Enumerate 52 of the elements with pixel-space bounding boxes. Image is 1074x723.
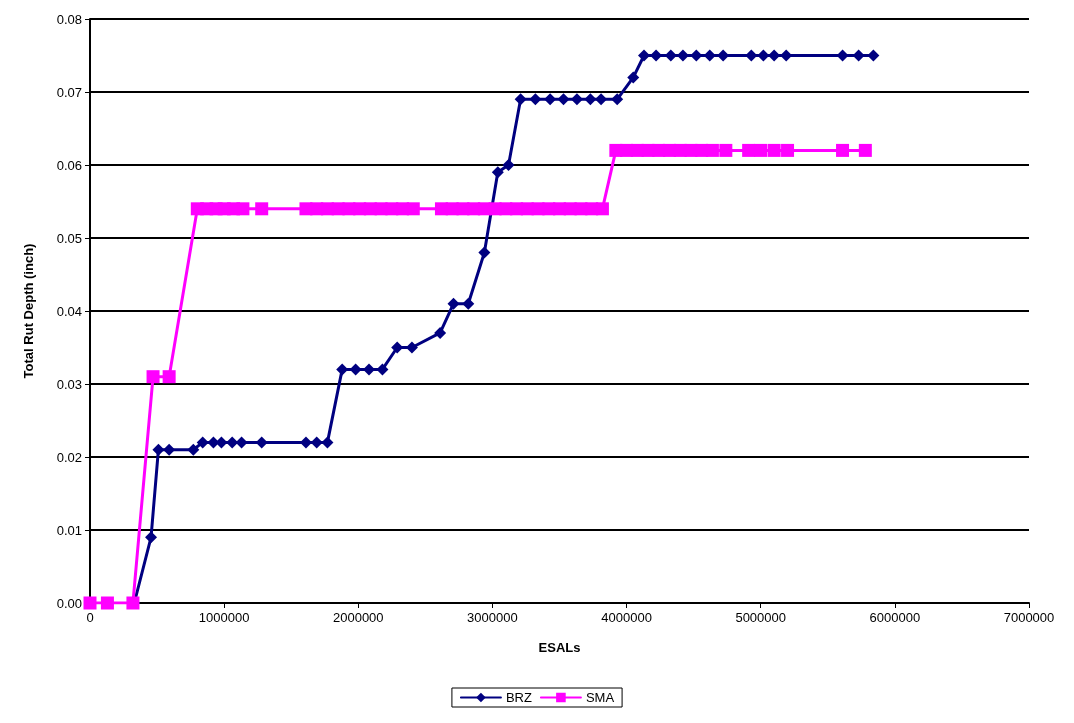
point <box>595 202 609 216</box>
x-tick-label: 1000000 <box>198 610 250 625</box>
point <box>611 93 624 106</box>
point <box>491 166 504 179</box>
point <box>434 326 447 339</box>
point <box>478 246 491 259</box>
point <box>529 93 542 106</box>
point <box>406 202 420 216</box>
point <box>255 202 269 216</box>
y-tick-label: 0.04 <box>56 303 82 319</box>
point <box>100 596 114 610</box>
point <box>502 159 515 171</box>
point <box>83 596 97 610</box>
point <box>447 297 460 310</box>
legend-label: SMA <box>585 690 615 705</box>
point <box>754 143 768 157</box>
x-axis-title: ESALs <box>538 640 581 655</box>
point <box>742 143 756 157</box>
y-tick-label: 0.02 <box>56 449 82 465</box>
x-tick-label: 6000000 <box>869 610 921 625</box>
x-tick-label: 3000000 <box>467 610 518 625</box>
point <box>767 143 781 157</box>
legend-label: BRZ <box>505 690 532 705</box>
point <box>557 93 570 106</box>
x-tick-label: 2000000 <box>332 610 384 625</box>
y-tick-label: 0.08 <box>56 11 82 27</box>
point <box>145 531 158 544</box>
x-tick-label: 0 <box>86 610 94 625</box>
y-tick-label: 0.03 <box>56 376 82 392</box>
x-tick-label: 7000000 <box>1003 610 1055 625</box>
y-tick-label: 0.06 <box>56 157 82 173</box>
point <box>627 71 640 84</box>
y-tick-label: 0.07 <box>56 84 82 100</box>
point <box>162 370 176 384</box>
x-tick-label: 5000000 <box>735 610 787 625</box>
point <box>719 143 733 157</box>
x-tick-label: 4000000 <box>601 610 652 625</box>
point <box>836 143 850 157</box>
y-axis-title: Total Rut Depth (inch) <box>21 243 36 379</box>
point <box>514 93 527 106</box>
point <box>705 143 719 157</box>
y-tick-label: 0.00 <box>56 595 82 611</box>
point <box>152 443 165 456</box>
y-tick-label: 0.01 <box>56 522 82 538</box>
point <box>187 443 200 456</box>
point <box>146 370 160 384</box>
point <box>858 143 872 157</box>
point <box>584 93 597 106</box>
y-tick-label: 0.05 <box>56 230 82 246</box>
point <box>236 202 250 216</box>
point <box>781 143 795 157</box>
point <box>462 297 475 310</box>
